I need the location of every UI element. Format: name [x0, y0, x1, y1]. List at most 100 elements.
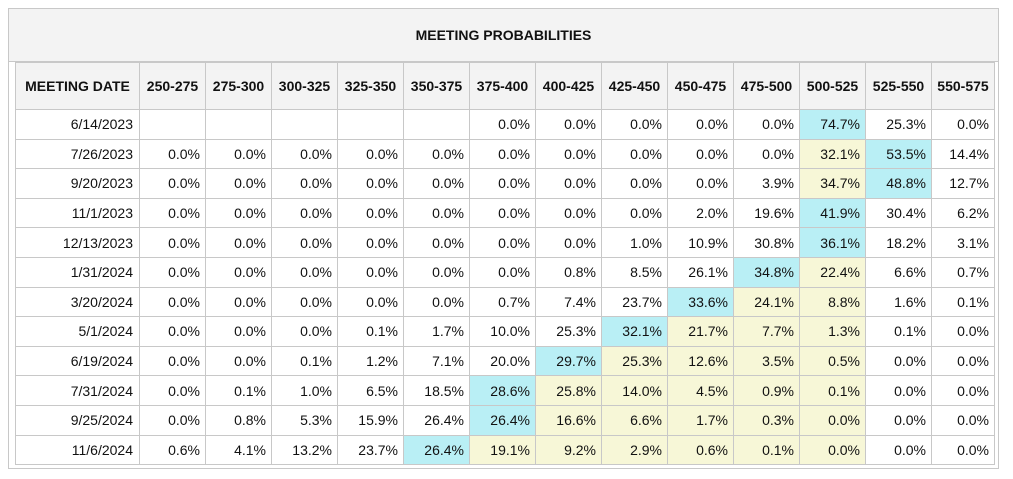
probability-cell: 25.3% — [601, 345, 668, 377]
probability-cell: 0.6% — [667, 434, 734, 466]
probability-cell: 0.0% — [865, 404, 932, 436]
probability-cell: 0.0% — [469, 138, 536, 170]
probability-cell: 20.0% — [469, 345, 536, 377]
probability-cell: 7.4% — [535, 286, 602, 318]
probability-cell: 0.0% — [601, 197, 668, 229]
probability-cell: 14.0% — [601, 375, 668, 406]
table-row: 11/6/2024 0.6% 4.1% 13.2% 23.7% 26.4% 19.1% 9.2… — [15, 434, 995, 466]
probability-cell: 0.0% — [601, 109, 668, 140]
meeting-date-cell: 7/31/2024 — [15, 375, 140, 406]
probability-cell: 41.9% — [799, 197, 866, 229]
probability-cell: 53.5% — [865, 138, 932, 170]
meeting-date-cell: 6/14/2023 — [15, 109, 140, 140]
probability-cell: 0.0% — [403, 138, 470, 170]
probability-cell: 0.0% — [733, 109, 800, 140]
probability-cell: 0.0% — [403, 256, 470, 288]
probability-cell: 0.0% — [337, 286, 404, 318]
probability-cell: 0.0% — [667, 168, 734, 199]
probability-cell: 22.4% — [799, 256, 866, 288]
probability-cell — [271, 109, 338, 140]
probability-cell: 0.0% — [535, 109, 602, 140]
probability-cell: 3.9% — [733, 168, 800, 199]
probability-cell: 0.0% — [931, 375, 995, 406]
probability-cell: 0.0% — [139, 286, 206, 318]
probability-cell: 15.9% — [337, 404, 404, 436]
probability-cell: 26.4% — [403, 404, 470, 436]
probability-cell: 0.0% — [535, 138, 602, 170]
probability-cell: 0.0% — [337, 256, 404, 288]
probability-cell: 9.2% — [535, 434, 602, 466]
probability-cell: 1.0% — [271, 375, 338, 406]
probability-cell: 2.0% — [667, 197, 734, 229]
probability-cell: 0.0% — [931, 404, 995, 436]
probability-cell: 0.0% — [205, 138, 272, 170]
probability-cell: 8.5% — [601, 256, 668, 288]
probability-cell: 0.0% — [865, 434, 932, 466]
probability-cell: 0.5% — [799, 345, 866, 377]
probability-cell: 19.1% — [469, 434, 536, 466]
probability-cell: 0.0% — [535, 168, 602, 199]
table-row: 11/1/2023 0.0% 0.0% 0.0% 0.0% 0.0% 0.0% 0.0% 0.0… — [15, 197, 995, 229]
column-header-range: 425-450 — [601, 62, 668, 110]
probability-cell: 0.0% — [205, 286, 272, 318]
probability-cell: 0.0% — [469, 168, 536, 199]
column-header-range: 300-325 — [271, 62, 338, 110]
probability-cell: 0.0% — [205, 168, 272, 199]
probability-cell: 0.1% — [271, 345, 338, 377]
probability-cell: 1.7% — [667, 404, 734, 436]
probability-cell: 34.7% — [799, 168, 866, 199]
meeting-probabilities-table: MEETING DATE 250-275 275-300 300-325 325… — [15, 62, 995, 466]
probability-cell: 0.0% — [469, 227, 536, 258]
probability-cell: 0.0% — [271, 168, 338, 199]
column-header-range: 475-500 — [733, 62, 800, 110]
probability-cell: 5.3% — [271, 404, 338, 436]
probability-cell: 6.2% — [931, 197, 995, 229]
probability-cell: 32.1% — [799, 138, 866, 170]
probability-cell: 36.1% — [799, 227, 866, 258]
meeting-date-cell: 9/20/2023 — [15, 168, 140, 199]
probability-cell: 16.6% — [535, 404, 602, 436]
table-row: 3/20/2024 0.0% 0.0% 0.0% 0.0% 0.0% 0.7% 7.4% 23.… — [15, 286, 995, 318]
probability-cell: 0.0% — [205, 316, 272, 347]
probability-cell: 13.2% — [271, 434, 338, 466]
probability-cell: 24.1% — [733, 286, 800, 318]
probability-cell: 4.5% — [667, 375, 734, 406]
meeting-date-cell: 12/13/2023 — [15, 227, 140, 258]
table-row: 7/26/2023 0.0% 0.0% 0.0% 0.0% 0.0% 0.0% 0.0% 0.0… — [15, 138, 995, 170]
table-row: 9/20/2023 0.0% 0.0% 0.0% 0.0% 0.0% 0.0% 0.0% 0.0… — [15, 168, 995, 199]
column-header-range: 400-425 — [535, 62, 602, 110]
probability-cell: 6.6% — [601, 404, 668, 436]
probability-cell: 0.1% — [205, 375, 272, 406]
probability-cell: 6.6% — [865, 256, 932, 288]
probability-cell: 0.1% — [337, 316, 404, 347]
table-row: 6/14/2023 0.0% 0.0% 0.0% 0.0% 0.0% 74.7% 25.3% 0… — [15, 109, 995, 140]
probability-cell: 0.8% — [205, 404, 272, 436]
probability-cell: 0.0% — [535, 227, 602, 258]
probability-cell: 23.7% — [601, 286, 668, 318]
probability-cell: 0.0% — [205, 345, 272, 377]
probability-cell: 0.0% — [865, 345, 932, 377]
probability-cell: 21.7% — [667, 316, 734, 347]
probability-cell: 0.0% — [469, 256, 536, 288]
probability-cell: 0.9% — [733, 375, 800, 406]
probability-cell: 0.0% — [205, 227, 272, 258]
probability-cell: 0.0% — [271, 197, 338, 229]
probability-cell: 0.1% — [865, 316, 932, 347]
probability-cell: 0.6% — [139, 434, 206, 466]
probability-cell: 1.3% — [799, 316, 866, 347]
probability-cell: 48.8% — [865, 168, 932, 199]
probability-cell: 0.7% — [469, 286, 536, 318]
probability-cell: 0.0% — [601, 168, 668, 199]
probability-cell: 7.7% — [733, 316, 800, 347]
column-header-range: 250-275 — [139, 62, 206, 110]
column-header-range: 275-300 — [205, 62, 272, 110]
probability-cell: 26.1% — [667, 256, 734, 288]
meeting-date-cell: 1/31/2024 — [15, 256, 140, 288]
probability-cell: 0.0% — [403, 227, 470, 258]
probability-cell: 0.0% — [667, 109, 734, 140]
probability-cell: 0.0% — [535, 197, 602, 229]
probability-cell: 1.6% — [865, 286, 932, 318]
probability-cell: 74.7% — [799, 109, 866, 140]
meeting-date-cell: 5/1/2024 — [15, 316, 140, 347]
probability-cell: 0.0% — [139, 316, 206, 347]
